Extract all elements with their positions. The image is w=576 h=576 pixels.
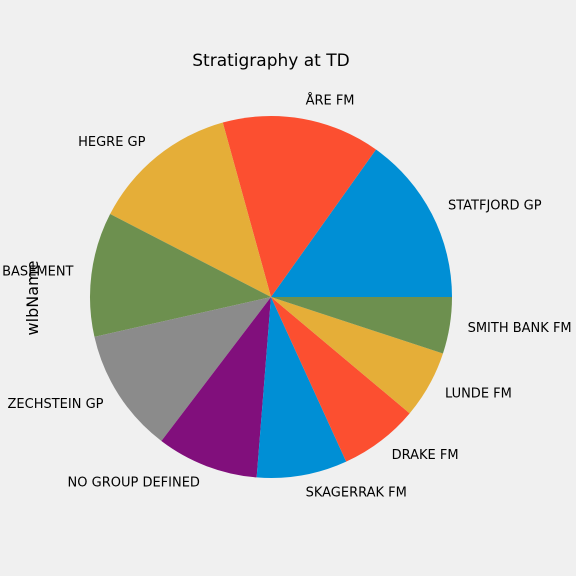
pie-label-zechstein-gp: ZECHSTEIN GP <box>8 397 104 412</box>
pie-label-drake-fm: DRAKE FM <box>392 448 459 463</box>
pie-slice-no-group-defined <box>161 297 271 478</box>
pie-slice-lunde-fm <box>271 297 443 414</box>
pie-label-smith-bank-fm: SMITH BANK FM <box>468 321 572 336</box>
pie-label-hegre-gp: HEGRE GP <box>78 135 146 150</box>
y-axis-label: wlbName <box>23 261 42 336</box>
pie-label-skagerrak-fm: SKAGERRAK FM <box>306 486 407 501</box>
pie-slice-statfjord-gp <box>271 149 452 297</box>
pie-slices <box>89 116 452 479</box>
chart-title: Stratigraphy at TD <box>192 51 349 71</box>
pie-label-lunde-fm: LUNDE FM <box>445 386 512 401</box>
pie-label-no-group-defined: NO GROUP DEFINED <box>68 475 200 490</box>
pie-label-basement: BASEMENT <box>2 264 73 279</box>
pie-labels: STATFJORD GP ÅRE FM HEGRE GP BASEMENT ZECHST… <box>2 92 572 500</box>
pie-slice-hegre-gp <box>110 122 271 297</box>
pie-label-statfjord-gp: STATFJORD GP <box>448 198 542 213</box>
pie-slice-zechstein-gp <box>94 297 272 442</box>
pie-slice-drake-fm <box>271 297 410 462</box>
pie-slice-re-fm <box>222 116 376 297</box>
pie-label-re-fm: ÅRE FM <box>306 92 355 108</box>
pie-slice-skagerrak-fm <box>256 297 347 479</box>
pie-slice-basement <box>89 214 271 337</box>
pie-slice-smith-bank-fm <box>271 297 452 354</box>
